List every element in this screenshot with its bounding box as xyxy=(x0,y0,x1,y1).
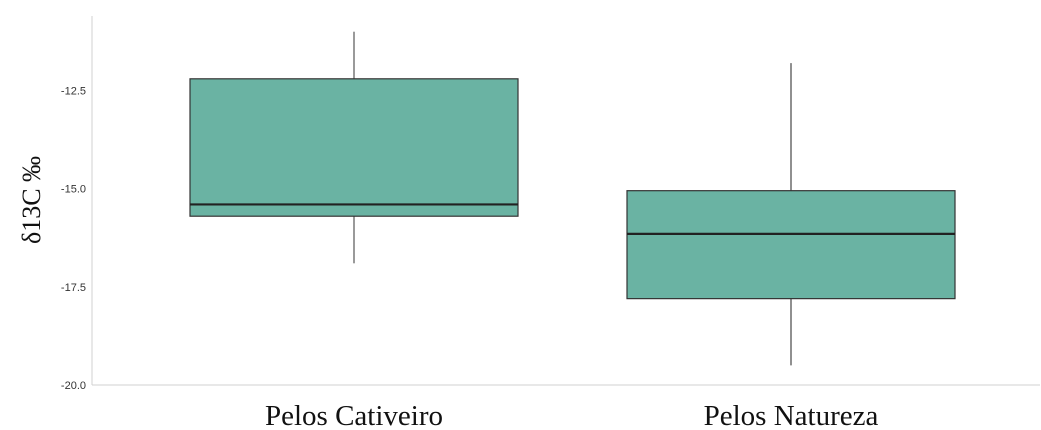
iqr-box xyxy=(626,190,956,300)
x-labels: Pelos Cativeiro Pelos Natureza xyxy=(265,400,878,430)
box-2 xyxy=(626,63,956,366)
y-axis-title: δ13C ‰ xyxy=(17,156,46,244)
y-tick-label: -20.0 xyxy=(61,380,86,392)
x-category-label: Pelos Natureza xyxy=(704,400,879,430)
y-tick-label: -12.5 xyxy=(61,86,86,98)
y-ticks: -12.5 -15.0 -17.5 -20.0 xyxy=(61,86,86,392)
box-1 xyxy=(189,31,519,264)
y-tick-label: -15.0 xyxy=(61,184,86,196)
x-category-label: Pelos Cativeiro xyxy=(265,400,443,430)
iqr-box xyxy=(189,78,519,217)
plot-area xyxy=(189,31,956,366)
y-tick-label: -17.5 xyxy=(61,282,86,294)
